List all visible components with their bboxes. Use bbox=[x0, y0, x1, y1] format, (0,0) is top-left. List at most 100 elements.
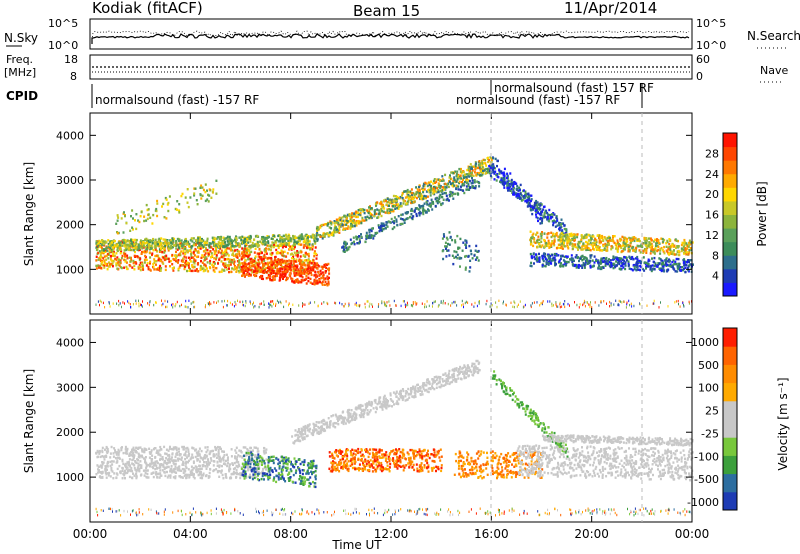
data-cell bbox=[244, 259, 247, 262]
data-cell bbox=[481, 159, 484, 163]
data-cell bbox=[387, 211, 390, 215]
data-cell bbox=[503, 186, 506, 189]
data-cell bbox=[624, 245, 626, 248]
data-cell bbox=[297, 259, 300, 262]
data-cell bbox=[212, 188, 215, 191]
data-cell bbox=[207, 251, 210, 255]
data-cell bbox=[190, 237, 193, 240]
data-cell bbox=[319, 281, 322, 284]
data-cell bbox=[464, 255, 466, 258]
data-cell bbox=[380, 222, 383, 225]
data-cell bbox=[155, 207, 158, 211]
data-cell bbox=[116, 219, 119, 222]
data-cell bbox=[313, 239, 316, 243]
data-cell bbox=[303, 268, 306, 271]
data-cell bbox=[226, 304, 228, 307]
data-cell bbox=[381, 210, 384, 213]
data-cell bbox=[626, 301, 628, 304]
data-cell bbox=[600, 241, 602, 244]
data-cell bbox=[306, 264, 309, 267]
data-cell bbox=[471, 179, 474, 182]
data-cell bbox=[627, 260, 630, 263]
data-cell bbox=[424, 303, 426, 306]
data-cell bbox=[640, 260, 643, 263]
data-cell bbox=[632, 238, 635, 241]
data-cell bbox=[624, 267, 627, 271]
data-cell bbox=[358, 238, 361, 241]
data-cell bbox=[244, 267, 247, 270]
data-cell bbox=[592, 247, 594, 250]
data-cell bbox=[126, 267, 129, 271]
data-cell bbox=[569, 258, 571, 261]
data-cell bbox=[211, 236, 214, 239]
data-cell bbox=[554, 259, 557, 262]
data-cell bbox=[522, 189, 525, 192]
data-cell bbox=[459, 170, 462, 173]
data-cell bbox=[396, 195, 399, 199]
data-cell bbox=[279, 270, 282, 273]
data-cell bbox=[523, 196, 526, 199]
data-cell bbox=[175, 241, 178, 245]
data-cell bbox=[662, 263, 665, 267]
data-cell bbox=[228, 263, 231, 266]
data-cell bbox=[190, 256, 193, 260]
data-cell bbox=[262, 257, 265, 261]
data-cell bbox=[268, 256, 271, 260]
data-cell bbox=[615, 244, 618, 247]
data-cell bbox=[292, 265, 295, 269]
data-cell bbox=[460, 257, 463, 260]
data-cell bbox=[268, 265, 271, 269]
data-cell bbox=[482, 167, 485, 170]
data-cell bbox=[620, 246, 623, 250]
data-cell bbox=[380, 201, 382, 204]
data-cell bbox=[676, 270, 679, 273]
data-cell bbox=[672, 259, 675, 262]
data-cell bbox=[655, 239, 658, 243]
data-cell bbox=[353, 222, 356, 225]
data-cell bbox=[268, 306, 270, 309]
data-cell bbox=[149, 216, 152, 219]
data-cell bbox=[558, 260, 561, 263]
data-cell bbox=[410, 201, 413, 204]
data-cell bbox=[293, 240, 296, 243]
data-cell bbox=[233, 260, 236, 263]
data-cell bbox=[321, 283, 324, 286]
data-cell bbox=[621, 235, 624, 239]
data-cell bbox=[495, 301, 497, 304]
data-cell bbox=[247, 255, 249, 258]
data-cell bbox=[95, 255, 98, 258]
data-cell bbox=[640, 265, 643, 269]
data-cell bbox=[176, 300, 178, 304]
data-cell bbox=[493, 172, 496, 175]
data-cell bbox=[229, 246, 232, 249]
data-cell bbox=[390, 217, 393, 221]
data-cell bbox=[533, 301, 535, 304]
data-cell bbox=[374, 212, 376, 216]
data-cell bbox=[244, 240, 246, 244]
data-cell bbox=[164, 268, 167, 272]
data-cell bbox=[275, 263, 278, 266]
data-cell bbox=[648, 237, 650, 240]
data-cell bbox=[131, 238, 134, 242]
nsky-tick-top-left: 10^5 bbox=[48, 17, 78, 30]
data-cell bbox=[559, 233, 562, 236]
data-cell bbox=[647, 258, 650, 261]
data-cell bbox=[106, 268, 109, 271]
data-cell bbox=[282, 277, 284, 280]
data-cell bbox=[414, 301, 416, 304]
data-cell bbox=[101, 261, 104, 264]
data-cell bbox=[551, 215, 554, 219]
data-cell bbox=[127, 248, 130, 251]
data-cell bbox=[536, 241, 539, 244]
data-cell bbox=[155, 209, 158, 213]
data-cell bbox=[219, 245, 221, 248]
data-cell bbox=[145, 244, 148, 248]
data-cell bbox=[300, 261, 303, 264]
data-cell bbox=[506, 176, 508, 180]
data-cell bbox=[305, 272, 308, 275]
data-cell bbox=[624, 236, 627, 240]
data-cell bbox=[253, 251, 256, 254]
data-cell bbox=[584, 236, 587, 240]
data-cell bbox=[654, 264, 657, 267]
data-cell bbox=[576, 243, 579, 246]
